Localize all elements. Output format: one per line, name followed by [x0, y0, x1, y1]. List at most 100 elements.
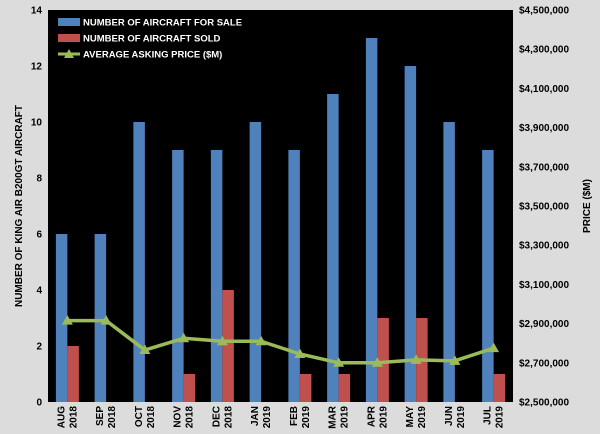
x-tick-7: MAR 2019 [328, 405, 351, 429]
price-marker-9 [410, 354, 422, 364]
legend-label-1: NUMBER OF AIRCRAFT SOLD [83, 34, 221, 45]
left-tick-6: 12 [31, 62, 43, 73]
x-tick-year: 2019 [495, 406, 506, 429]
x-tick-month: JUL [483, 406, 494, 425]
x-tick-1: SEP 2018 [95, 406, 118, 429]
price-marker-5 [255, 335, 267, 346]
legend-label-0: NUMBER OF AIRCRAFT FOR SALE [83, 18, 242, 29]
x-tick-year: 2018 [146, 406, 157, 429]
x-tick-11: JUL 2019 [483, 406, 506, 429]
bar-for-sale-1 [94, 234, 107, 402]
right-tick-1: $2,700,000 [519, 358, 569, 369]
y2-axis-title: PRICE ($M) [582, 179, 593, 233]
x-tick-4: DEC 2018 [211, 406, 234, 429]
price-marker-7 [333, 357, 345, 367]
left-tick-3: 6 [36, 230, 42, 241]
left-tick-4: 8 [36, 174, 42, 185]
x-tick-year: 2018 [185, 406, 196, 429]
right-tick-6: $3,700,000 [519, 162, 569, 173]
right-axis-ticks: $2,500,000 $2,700,000 $2,900,000 $3,100,000… [519, 6, 569, 409]
bar-for-sale-3 [172, 150, 184, 402]
x-tick-month: FEB [289, 406, 300, 426]
price-marker-8 [371, 357, 383, 367]
right-tick-5: $3,500,000 [519, 202, 569, 213]
bar-for-sale-8 [365, 38, 378, 402]
bar-sold-8 [377, 318, 389, 402]
x-tick-month: OCT [134, 406, 145, 427]
price-marker-11 [488, 342, 500, 353]
left-axis-ticks: 0 2 4 6 8 10 12 14 [31, 6, 43, 409]
legend-marker [64, 49, 74, 58]
price-marker-0 [61, 315, 73, 325]
x-tick-month: MAY [405, 406, 416, 428]
legend-swatch-1 [58, 34, 80, 42]
bar-for-sale-7 [327, 94, 339, 402]
price-line-series [61, 315, 500, 367]
x-tick-10: JUN 2019 [444, 406, 467, 429]
x-tick-year: 2018 [107, 406, 118, 429]
bar-for-sale-2 [133, 122, 145, 402]
bar-for-sale-11 [482, 150, 494, 402]
x-tick-year: 2019 [456, 406, 467, 429]
right-tick-8: $4,100,000 [519, 84, 569, 95]
bar-for-sale-10 [443, 122, 455, 402]
price-marker-2 [139, 344, 151, 355]
x-tick-year: 2019 [262, 406, 273, 429]
x-tick-2: OCT 2018 [134, 406, 157, 429]
legend-swatch-0 [58, 18, 80, 26]
x-tick-6: FEB 2019 [289, 406, 312, 429]
x-tick-5: JAN 2019 [250, 406, 273, 429]
price-marker-1 [100, 315, 112, 325]
bar-sold-11 [493, 374, 506, 402]
right-tick-4: $3,300,000 [519, 241, 569, 252]
right-tick-3: $3,100,000 [519, 280, 569, 291]
x-tick-0: AUG 2018 [56, 406, 79, 429]
x-tick-year: 2019 [301, 406, 312, 429]
y-axis-title: NUMBER OF KING AIR B200GT AIRCRAFT [14, 105, 25, 307]
left-tick-0: 0 [36, 398, 42, 409]
legend: NUMBER OF AIRCRAFT FOR SALE NUMBER OF AIR… [54, 12, 242, 64]
right-tick-9: $4,300,000 [519, 45, 569, 56]
bar-for-sale-5 [249, 122, 262, 402]
bar-sold-0 [67, 346, 79, 402]
x-tick-month: JAN [250, 406, 261, 426]
legend-label-2: AVERAGE ASKING PRICE ($M) [83, 50, 222, 61]
bar-sold-7 [338, 374, 351, 402]
bar-for-sale-9 [404, 66, 417, 402]
price-marker-10 [449, 355, 461, 365]
left-tick-7: 14 [31, 6, 43, 17]
x-tick-year: 2018 [68, 406, 79, 429]
right-tick-0: $2,500,000 [519, 398, 569, 409]
x-tick-month: SEP [95, 406, 106, 426]
legend-box [54, 12, 226, 64]
x-tick-9: MAY 2019 [405, 406, 428, 429]
bar-for-sale-6 [288, 150, 300, 402]
x-axis-ticks: AUG 2018 SEP 2018 OCT 2018 NOV 2018 DEC 2018 JAN 20… [56, 405, 505, 429]
x-tick-month: DEC [211, 406, 222, 427]
x-tick-year: 2019 [378, 406, 389, 429]
bar-sold-6 [299, 374, 312, 402]
x-tick-8: APR 2019 [366, 405, 389, 428]
x-tick-year: 2018 [223, 406, 234, 429]
left-tick-1: 2 [36, 342, 42, 353]
left-tick-2: 4 [36, 286, 42, 297]
bar-for-sale-0 [55, 234, 68, 402]
x-tick-month: JUN [444, 406, 455, 426]
bar-sold-4 [222, 290, 234, 402]
plot-area [48, 10, 513, 402]
bar-sold-3 [183, 374, 196, 402]
x-tick-year: 2019 [417, 406, 428, 429]
x-tick-year: 2019 [340, 406, 351, 429]
x-tick-month: AUG [56, 406, 67, 428]
x-tick-3: NOV 2018 [173, 406, 196, 429]
price-marker-3 [178, 332, 190, 343]
right-tick-2: $2,900,000 [519, 319, 569, 330]
x-tick-month: MAR [328, 405, 339, 429]
right-tick-7: $3,900,000 [519, 123, 569, 134]
left-tick-5: 10 [31, 118, 43, 129]
x-tick-month: APR [366, 405, 377, 427]
price-marker-6 [294, 348, 306, 358]
bar-for-sale-4 [210, 150, 223, 402]
x-tick-month: NOV [173, 406, 184, 428]
